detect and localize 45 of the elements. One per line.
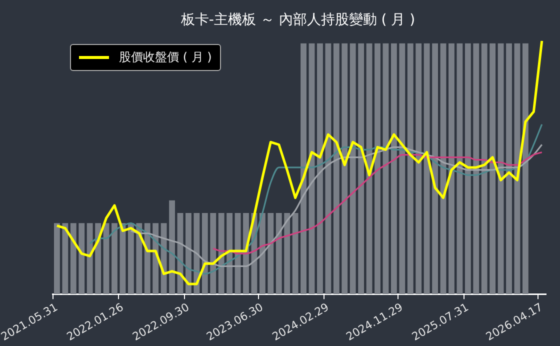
bar — [210, 213, 216, 294]
bar — [358, 43, 364, 294]
bar — [292, 213, 298, 294]
bar — [226, 213, 233, 294]
bar — [112, 223, 118, 294]
bar — [186, 213, 192, 294]
bar — [333, 43, 340, 294]
bar — [473, 43, 480, 294]
bar — [284, 213, 290, 294]
bar — [390, 43, 397, 294]
bar — [522, 43, 528, 294]
bar — [70, 223, 76, 294]
bar — [136, 223, 142, 294]
bar — [202, 213, 208, 294]
bar — [128, 223, 134, 294]
bar — [259, 213, 266, 294]
bar — [498, 43, 504, 294]
bar — [78, 223, 85, 294]
bar — [62, 223, 68, 294]
bar — [86, 223, 93, 294]
bar — [169, 200, 175, 294]
bar — [218, 213, 224, 294]
bar — [448, 43, 454, 294]
bar — [424, 43, 430, 294]
bar — [325, 43, 332, 294]
bar — [374, 43, 380, 294]
bar — [506, 43, 512, 294]
bar — [407, 43, 414, 294]
bar — [54, 223, 60, 294]
bar — [399, 43, 406, 294]
bar — [317, 43, 323, 294]
bar — [342, 43, 348, 294]
bar — [382, 43, 389, 294]
bar — [490, 43, 496, 294]
bar — [268, 213, 274, 294]
bar — [416, 43, 422, 294]
bar — [300, 43, 306, 294]
legend-label: 股價收盤價 ( 月 ) — [119, 49, 212, 66]
bar — [464, 43, 471, 294]
bar — [456, 43, 463, 294]
bar — [350, 43, 356, 294]
bar — [432, 43, 438, 294]
chart-title: 板卡-主機板 ～ 內部人持股變動 ( 月 ) — [180, 12, 416, 28]
bar — [276, 213, 282, 294]
bar — [481, 43, 488, 294]
